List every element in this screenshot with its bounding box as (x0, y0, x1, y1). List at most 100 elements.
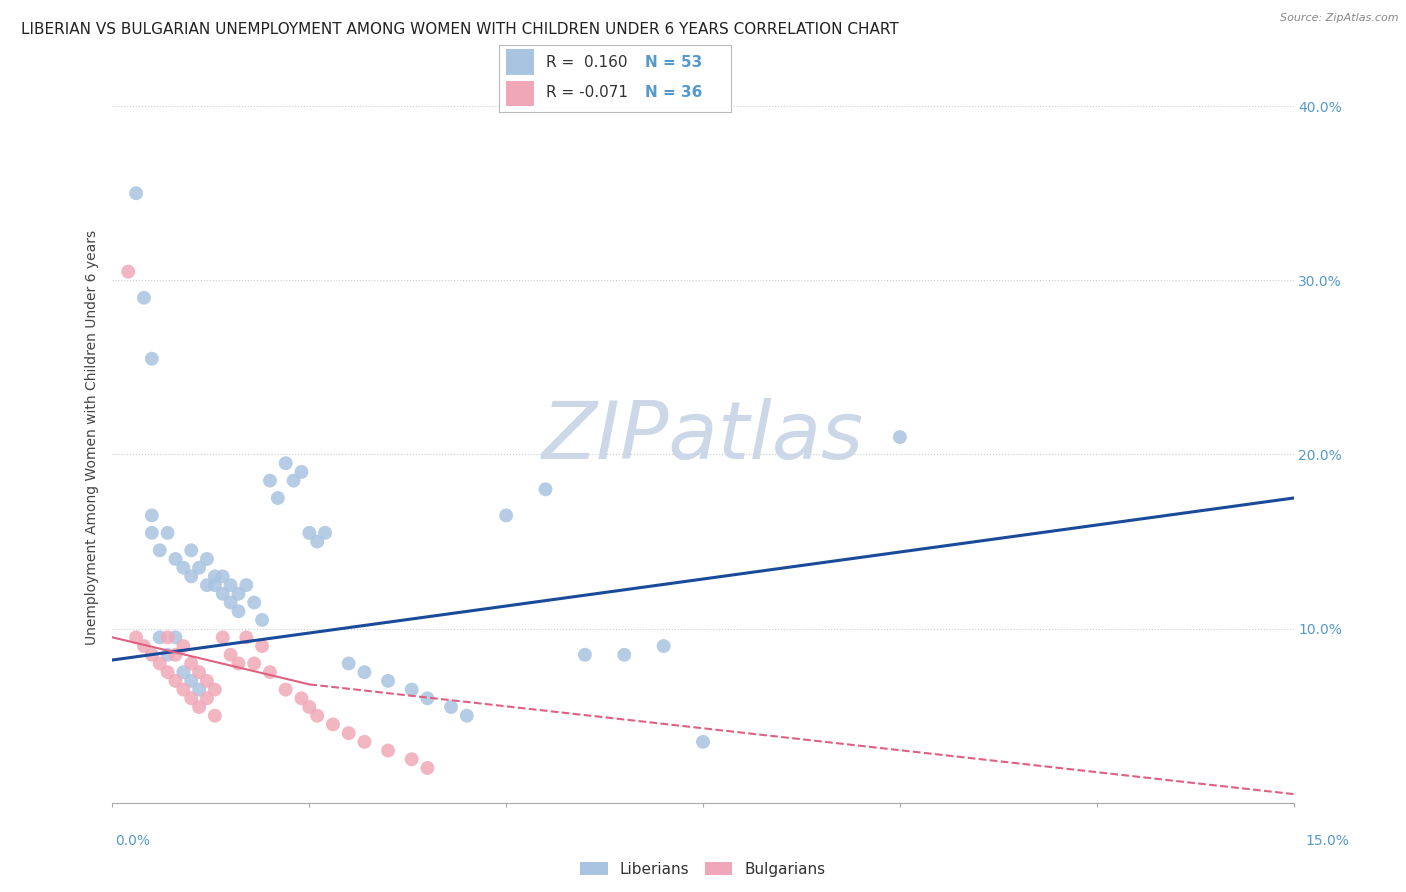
Point (652, 639, 675, 653)
Point (534, 483, 557, 497)
Point (322, 717, 344, 731)
Point (125, 631, 148, 645)
Point (307, 708, 329, 723)
Point (401, 682, 423, 697)
Text: 0.0%: 0.0% (115, 834, 150, 848)
Point (156, 648, 179, 662)
Point (172, 639, 194, 653)
Point (211, 569, 233, 583)
Point (195, 691, 218, 706)
Point (204, 578, 226, 592)
Text: LIBERIAN VS BULGARIAN UNEMPLOYMENT AMONG WOMEN WITH CHILDREN UNDER 6 YEARS CORRE: LIBERIAN VS BULGARIAN UNEMPLOYMENT AMONG… (21, 22, 898, 37)
Point (172, 665, 194, 680)
Point (440, 700, 463, 714)
Point (219, 648, 242, 662)
Point (298, 700, 321, 714)
Point (377, 743, 399, 757)
Point (165, 552, 187, 566)
Point (250, 613, 273, 627)
Point (211, 587, 233, 601)
Text: N = 36: N = 36 (645, 86, 703, 100)
Point (274, 682, 297, 697)
Text: Source: ZipAtlas.com: Source: ZipAtlas.com (1281, 13, 1399, 23)
Point (290, 691, 312, 706)
Text: N = 53: N = 53 (645, 55, 703, 70)
Text: R =  0.160: R = 0.160 (546, 55, 627, 70)
Y-axis label: Unemployment Among Women with Children Under 6 years: Unemployment Among Women with Children U… (86, 229, 100, 645)
Point (188, 665, 211, 680)
Point (298, 525, 321, 540)
Point (337, 726, 360, 740)
Point (307, 534, 329, 549)
Point (188, 560, 211, 574)
Point (259, 665, 281, 680)
Point (204, 569, 226, 583)
Bar (506, 49, 534, 75)
Point (692, 735, 714, 749)
Point (283, 474, 305, 488)
Point (456, 708, 478, 723)
Text: R = -0.071: R = -0.071 (546, 86, 627, 100)
Point (377, 673, 399, 688)
Text: ZIPatlas: ZIPatlas (541, 398, 865, 476)
Point (165, 631, 187, 645)
Point (172, 682, 194, 697)
Point (165, 673, 187, 688)
Point (132, 291, 155, 305)
Point (314, 525, 336, 540)
Point (228, 657, 250, 671)
Point (243, 595, 266, 609)
Point (117, 265, 139, 279)
Point (195, 552, 218, 566)
Point (353, 735, 375, 749)
Point (290, 465, 312, 479)
Point (337, 657, 360, 671)
Point (180, 657, 202, 671)
Point (132, 639, 155, 653)
Point (495, 508, 517, 523)
Point (259, 474, 281, 488)
Point (149, 631, 172, 645)
Point (613, 648, 636, 662)
Point (204, 682, 226, 697)
Point (889, 430, 911, 444)
Point (401, 752, 423, 766)
Point (416, 691, 439, 706)
Point (156, 631, 179, 645)
Text: 15.0%: 15.0% (1306, 834, 1350, 848)
Point (353, 665, 375, 680)
Point (141, 351, 163, 366)
Point (219, 595, 242, 609)
Legend: Liberians, Bulgarians: Liberians, Bulgarians (574, 855, 832, 883)
Point (180, 543, 202, 558)
Point (165, 648, 187, 662)
Point (156, 525, 179, 540)
Point (235, 631, 257, 645)
Point (172, 560, 194, 574)
Point (274, 456, 297, 470)
Point (250, 639, 273, 653)
Point (149, 657, 172, 671)
Point (156, 665, 179, 680)
Point (235, 578, 257, 592)
Point (149, 543, 172, 558)
Point (141, 508, 163, 523)
Point (125, 186, 148, 201)
Point (141, 648, 163, 662)
Point (574, 648, 596, 662)
Point (243, 657, 266, 671)
Point (180, 569, 202, 583)
Point (141, 525, 163, 540)
Point (267, 491, 290, 505)
Point (228, 604, 250, 618)
Point (416, 761, 439, 775)
Point (188, 682, 211, 697)
Point (195, 673, 218, 688)
Point (188, 700, 211, 714)
Point (180, 691, 202, 706)
Point (195, 578, 218, 592)
Point (204, 708, 226, 723)
Point (180, 673, 202, 688)
Bar (506, 81, 534, 106)
Point (228, 587, 250, 601)
